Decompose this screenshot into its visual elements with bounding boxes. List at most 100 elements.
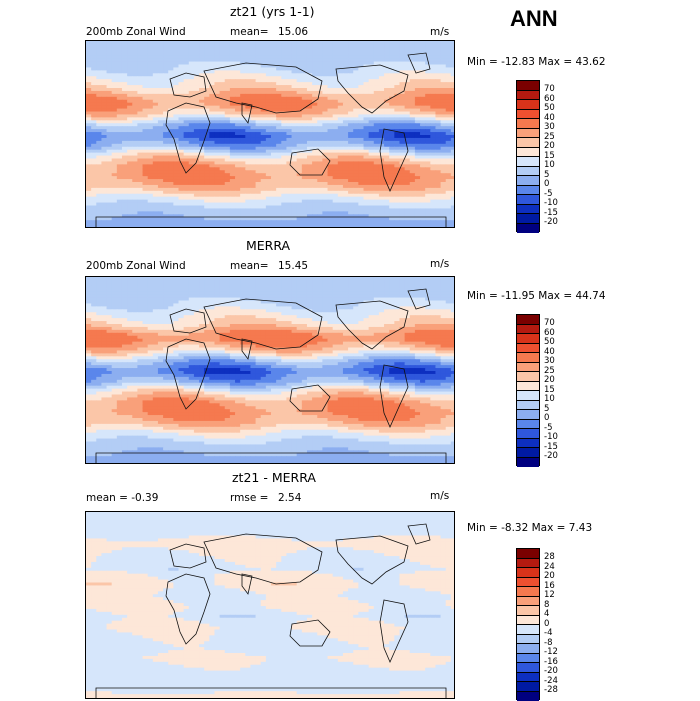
contour-cell [153,226,159,228]
contour-cell [451,226,455,228]
contour-cell [132,226,138,228]
contour-cell [446,226,452,228]
contour-cell [312,226,318,228]
panel2-map [85,276,455,464]
colorbar-box [517,214,539,224]
panel1-map [85,40,455,228]
contour-cell [101,226,107,228]
contour-cell [307,226,313,228]
colorbar-box [517,205,539,215]
contour-cell [379,226,385,228]
contour-cell [435,226,441,228]
contour-cell [425,226,431,228]
contour-cell [328,226,334,228]
contour-cell [107,226,113,228]
contour-cell [179,226,185,228]
colorbar-box [517,195,539,205]
contour-cell [112,226,118,228]
contour-cell [384,226,390,228]
contour-cell [297,226,303,228]
colorbar-tick-label: 20 [544,142,555,151]
contour-cell [286,226,292,228]
colorbar-tick-label: 70 [544,85,555,94]
contour-cell [317,226,323,228]
contour-cell [209,226,215,228]
contour-cell [189,226,195,228]
contour-cell [122,226,128,228]
contour-cell [420,226,426,228]
contour-cell [333,226,339,228]
panel2-contour-plot [86,277,455,464]
colorbar-box [517,157,539,167]
contour-cell [410,226,416,228]
contour-cell [240,226,246,228]
contour-cell [220,226,226,228]
contour-cell [214,226,220,228]
contour-cell [399,226,405,228]
contour-cell [158,226,164,228]
colorbar-tick-label: -10 [544,199,558,208]
contour-cell [322,226,328,228]
panel1-colorbar [516,80,540,232]
panel1-contour-plot [86,41,455,228]
contour-cell [389,226,395,228]
season-label: ANN [510,6,558,32]
contour-cell [137,226,143,228]
panel2-mean-label: mean= [230,260,269,272]
contour-cell [225,226,231,228]
contour-cell [96,226,102,228]
panel2-mean-value: 15.45 [278,260,308,272]
contour-cell [204,226,210,228]
contour-cell [250,226,256,228]
colorbar-tick-label: 50 [544,104,555,113]
contour-cell [374,226,380,228]
panel1-title: zt21 (yrs 1-1) [230,4,315,19]
colorbar-tick-label: 30 [544,123,555,132]
contour-cell [256,226,262,228]
colorbar-box [517,119,539,129]
panel1-mean-label: mean= [230,26,269,38]
contour-cell [353,226,359,228]
panel1-units: m/s [430,26,449,38]
colorbar-box [517,100,539,110]
panel1-mean-value: 15.06 [278,26,308,38]
contour-cell [343,226,349,228]
contour-cell [163,226,169,228]
contour-cell [127,226,133,228]
contour-cell [266,226,272,228]
contour-cell [230,226,236,228]
panel2-units: m/s [430,258,449,270]
colorbar-box [517,167,539,177]
contour-cell [173,226,179,228]
panel2-title: MERRA [246,238,290,253]
contour-cell [143,226,149,228]
colorbar-tick-label: 0 [544,180,549,189]
colorbar-box [517,224,539,234]
contour-cell [281,226,287,228]
contour-cell [245,226,251,228]
panel1-field-label: 200mb Zonal Wind [86,26,186,38]
contour-cell [148,226,154,228]
panel2-field-label: 200mb Zonal Wind [86,260,186,272]
colorbar-box [517,186,539,196]
contour-cell [364,226,370,228]
contour-cell [358,226,364,228]
contour-cell [184,226,190,228]
contour-cell [117,226,123,228]
contour-cell [168,226,174,228]
colorbar-tick-label: -20 [544,218,558,227]
contour-cell [276,226,282,228]
colorbar-box [517,129,539,139]
panel1-minmax: Min = -12.83 Max = 43.62 [467,56,606,68]
contour-cell [194,226,200,228]
contour-cell [394,226,400,228]
contour-cell [235,226,241,228]
contour-cell [199,226,205,228]
contour-cell [302,226,308,228]
colorbar-box [517,91,539,101]
colorbar-box [517,81,539,91]
contour-cell [338,226,344,228]
contour-cell [292,226,298,228]
colorbar-tick-label: 10 [544,161,555,170]
contour-cell [430,226,436,228]
